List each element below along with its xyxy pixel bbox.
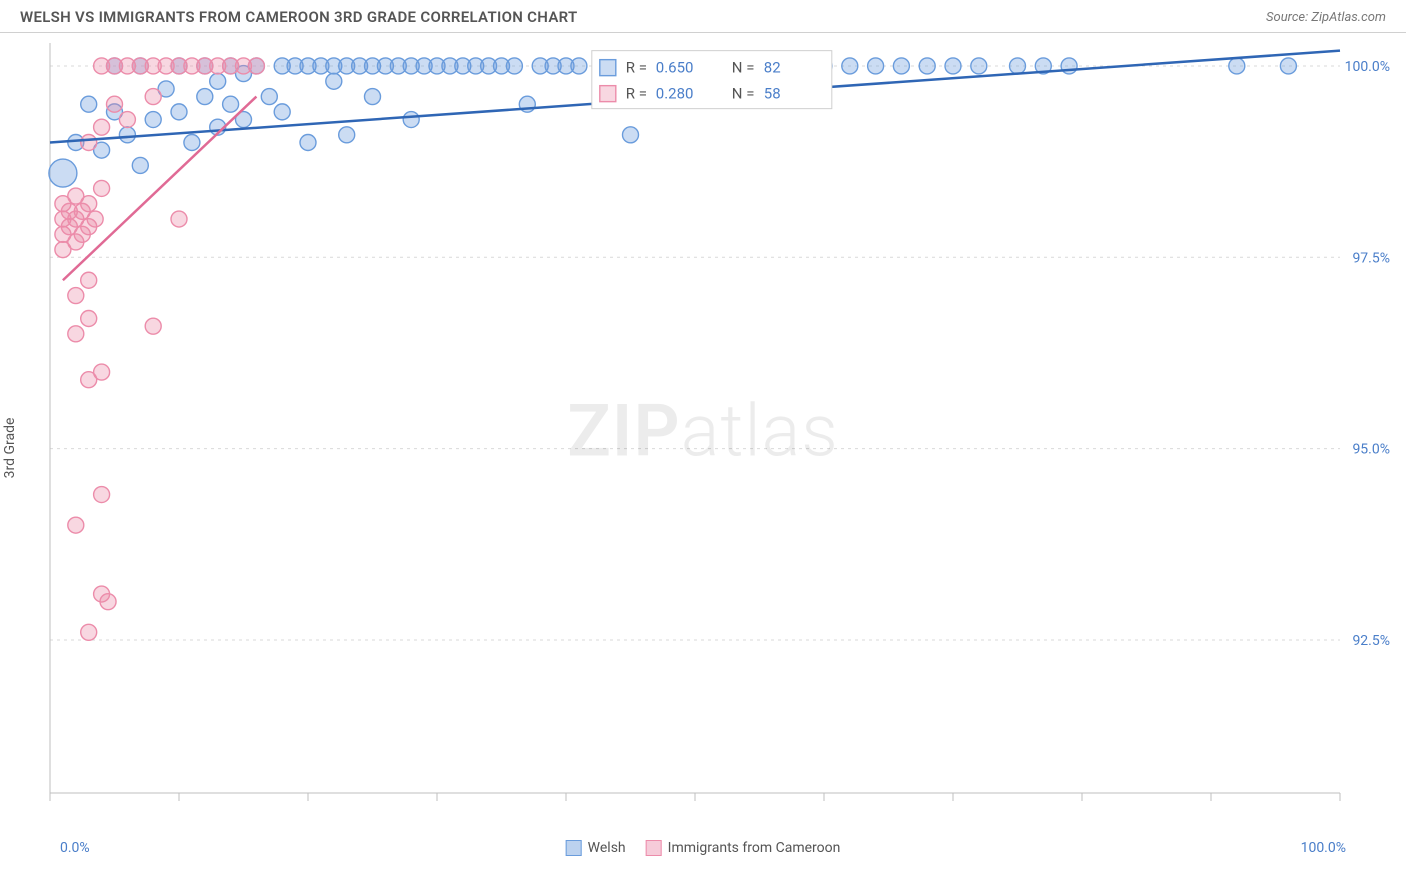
svg-text:58: 58 xyxy=(764,85,781,103)
svg-text:97.5%: 97.5% xyxy=(1352,250,1390,266)
scatter-plot: 92.5%95.0%97.5%100.0%R = 0.650N = 82R = … xyxy=(0,33,1406,833)
legend-item-cameroon: Immigrants from Cameroon xyxy=(646,840,841,856)
chart-title: WELSH VS IMMIGRANTS FROM CAMEROON 3RD GR… xyxy=(20,8,578,26)
legend-swatch-cameroon xyxy=(646,840,662,856)
svg-text:0.650: 0.650 xyxy=(656,59,694,77)
x-axis-min-label: 0.0% xyxy=(60,840,90,856)
legend-swatch-welsh xyxy=(566,840,582,856)
x-axis-max-label: 100.0% xyxy=(1301,840,1346,856)
series-legend: Welsh Immigrants from Cameroon xyxy=(566,840,841,856)
svg-text:82: 82 xyxy=(764,59,781,77)
svg-text:92.5%: 92.5% xyxy=(1352,633,1390,649)
svg-text:95.0%: 95.0% xyxy=(1352,442,1390,458)
svg-text:100.0%: 100.0% xyxy=(1345,59,1390,75)
chart-header: WELSH VS IMMIGRANTS FROM CAMEROON 3RD GR… xyxy=(0,0,1406,33)
legend-label-welsh: Welsh xyxy=(588,840,626,856)
chart-area: 3rd Grade 92.5% 95.0% 97.5% 100.0% R = 0.650… xyxy=(0,33,1406,863)
y-axis-label: 3rd Grade xyxy=(2,418,18,479)
svg-text:N =: N = xyxy=(732,85,755,103)
svg-text:R =: R = xyxy=(626,85,647,103)
legend-label-cameroon: Immigrants from Cameroon xyxy=(668,840,841,856)
chart-source: Source: ZipAtlas.com xyxy=(1266,10,1386,25)
legend-item-welsh: Welsh xyxy=(566,840,626,856)
bottom-legend-bar: 0.0% Welsh Immigrants from Cameroon 100.… xyxy=(0,833,1406,863)
svg-text:0.280: 0.280 xyxy=(656,85,694,103)
svg-text:N =: N = xyxy=(732,59,755,77)
svg-text:R =: R = xyxy=(626,59,647,77)
